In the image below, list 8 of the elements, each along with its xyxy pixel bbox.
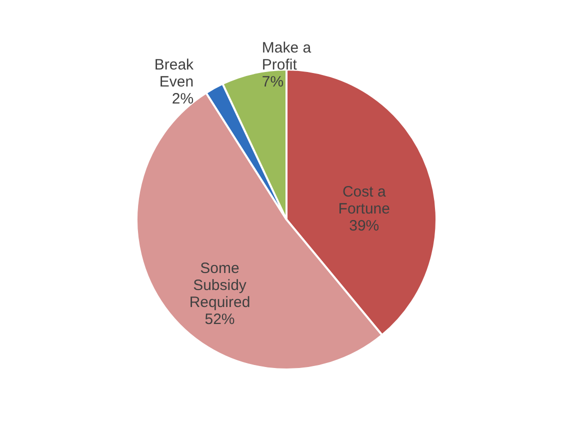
data-label: 7%: [262, 74, 284, 91]
slice-label: Some Subsidy Required: [189, 260, 250, 311]
slice-label: Break Even: [154, 56, 194, 90]
data-label: 52%: [204, 310, 235, 328]
data-label: 39%: [349, 218, 380, 235]
slice-label: Cost a Fortune: [338, 184, 390, 218]
data-label: 2%: [172, 90, 194, 108]
slice-label: Make a Profit: [262, 40, 312, 74]
